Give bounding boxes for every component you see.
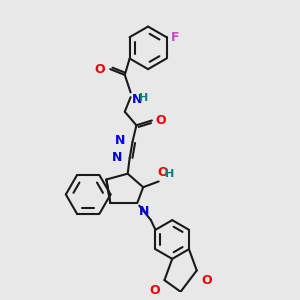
Text: O: O <box>158 167 168 179</box>
Text: O: O <box>156 114 167 127</box>
Text: H: H <box>165 169 175 179</box>
Text: O: O <box>202 274 212 287</box>
Text: N: N <box>139 205 150 218</box>
Text: O: O <box>149 284 160 297</box>
Text: O: O <box>95 63 105 76</box>
Text: H: H <box>139 93 148 103</box>
Text: F: F <box>170 31 179 44</box>
Text: N: N <box>132 93 142 106</box>
Text: N: N <box>112 151 122 164</box>
Text: N: N <box>114 134 125 147</box>
